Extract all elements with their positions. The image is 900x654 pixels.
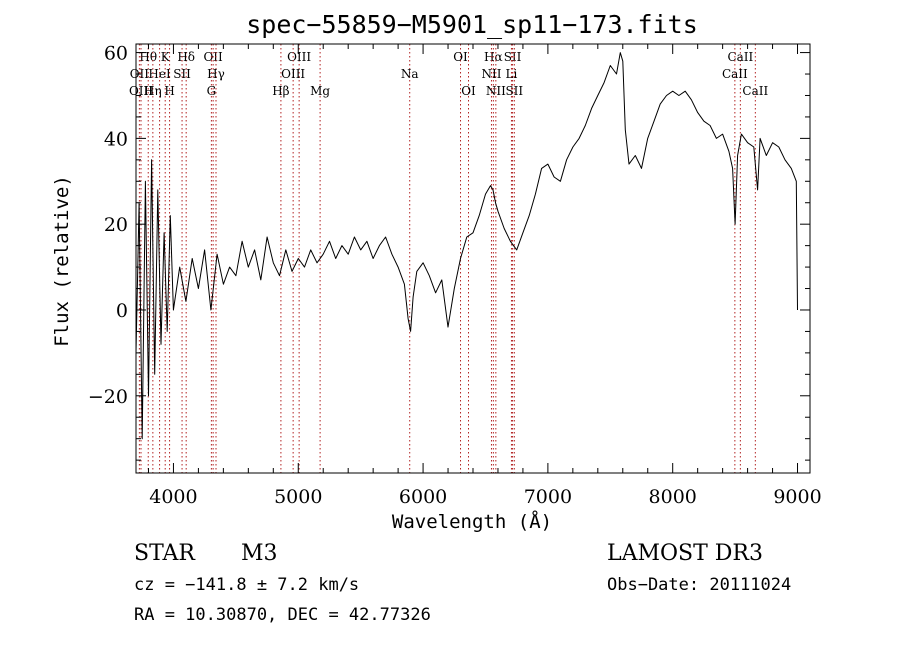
line-marker-label: NII [481, 67, 501, 81]
line-marker-label: CaII [742, 84, 768, 98]
line-marker-label: Hη [144, 84, 162, 98]
line-marker-label: OII [203, 50, 223, 64]
line-marker-label: H [164, 84, 174, 98]
observation-date: Obs−Date: 20111024 [607, 575, 791, 595]
line-marker-label: OIII [287, 50, 311, 64]
line-marker-label: SII [505, 84, 523, 98]
line-marker-label: OIII [281, 67, 305, 81]
x-axis-label: Wavelength (Å) [392, 510, 552, 533]
spectrum-series [135, 52, 798, 440]
y-tick-label: 40 [104, 128, 128, 150]
series-line-spectrum [135, 52, 798, 440]
line-marker-label: Hα [484, 50, 503, 64]
y-tick-label: 0 [116, 300, 128, 322]
y-tick-label: 60 [104, 43, 128, 65]
x-tick-label: 4000 [149, 486, 197, 508]
line-marker-label: Na [401, 67, 419, 81]
x-tick-label: 7000 [524, 486, 572, 508]
plot-frame [135, 43, 811, 474]
object-class: STAR [134, 541, 196, 566]
y-tick-label: 20 [104, 214, 128, 236]
x-tick-label: 6000 [399, 486, 447, 508]
line-marker-label: Hγ [207, 67, 225, 81]
line-marker-label: G [207, 84, 217, 98]
line-marker-label: OI [461, 84, 476, 98]
line-marker-label: SII [504, 50, 522, 64]
x-tick-label: 9000 [773, 486, 821, 508]
line-marker-label: NII [486, 84, 506, 98]
x-tick-label: 5000 [274, 486, 322, 508]
line-marker-label: OI [453, 50, 468, 64]
axes: 4000 5000 6000 7000 8000 9000 −20 0 20 40 60 [88, 43, 822, 508]
line-marker-label: Mg [310, 84, 330, 98]
survey-name: LAMOST DR3 [607, 541, 763, 566]
line-marker-label: Hβ [272, 84, 289, 98]
x-tick-label: 8000 [649, 486, 697, 508]
coordinates-readout: RA = 10.30870, DEC = 42.77326 [134, 605, 431, 625]
line-marker-label: SII [173, 67, 191, 81]
line-marker-label: Hδ [177, 50, 195, 64]
chart-title: spec−55859−M5901_sp11−173.fits [246, 10, 698, 39]
redshift-readout: cz = −141.8 ± 7.2 km/s [134, 575, 359, 595]
line-marker-label: K [161, 50, 171, 64]
line-marker-label: Li [506, 67, 518, 81]
line-marker-label: CaII [727, 50, 753, 64]
line-marker-label: OIII [129, 84, 153, 98]
y-tick-label: −20 [88, 386, 128, 408]
line-marker-label: HeI [148, 67, 171, 81]
line-marker-label: CaII [722, 67, 748, 81]
y-axis-label: Flux (relative) [51, 175, 73, 347]
object-subclass: M3 [241, 541, 278, 566]
